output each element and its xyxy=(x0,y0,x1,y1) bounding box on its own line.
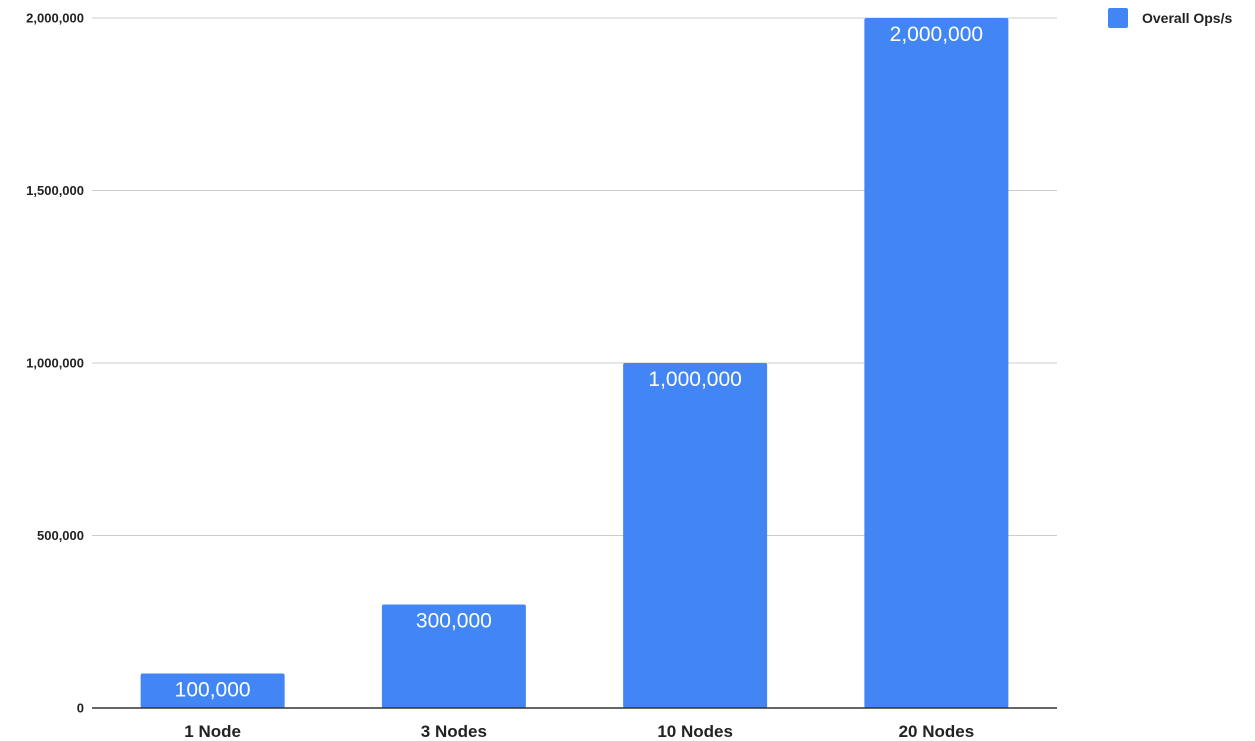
bar xyxy=(381,604,526,708)
legend: Overall Ops/s xyxy=(1108,8,1232,28)
data-label: 1,000,000 xyxy=(648,368,741,391)
data-label: 300,000 xyxy=(416,610,492,633)
y-tick-label: 2,000,000 xyxy=(26,11,84,26)
bar xyxy=(140,673,285,708)
x-tick-label: 10 Nodes xyxy=(657,722,733,741)
legend-swatch xyxy=(1108,8,1128,28)
y-tick-label: 1,000,000 xyxy=(26,356,84,371)
data-label: 2,000,000 xyxy=(890,23,983,46)
x-tick-label: 3 Nodes xyxy=(421,722,487,741)
data-labels: 100,000 300,000 1,000,000 2,000,000 xyxy=(175,23,983,702)
bar xyxy=(623,363,768,708)
legend-entry-overall-ops: Overall Ops/s xyxy=(1142,10,1232,26)
y-axis-ticks: 0 500,000 1,000,000 1,500,000 2,000,000 xyxy=(26,11,84,716)
y-tick-label: 0 xyxy=(77,701,84,716)
data-label: 100,000 xyxy=(175,679,251,702)
y-tick-label: 500,000 xyxy=(37,528,84,543)
bar xyxy=(864,18,1009,708)
bars xyxy=(140,18,1009,708)
x-tick-label: 20 Nodes xyxy=(899,722,975,741)
y-tick-label: 1,500,000 xyxy=(26,183,84,198)
x-axis-ticks: 1 Node 3 Nodes 10 Nodes 20 Nodes xyxy=(184,722,974,741)
x-tick-label: 1 Node xyxy=(184,722,241,741)
